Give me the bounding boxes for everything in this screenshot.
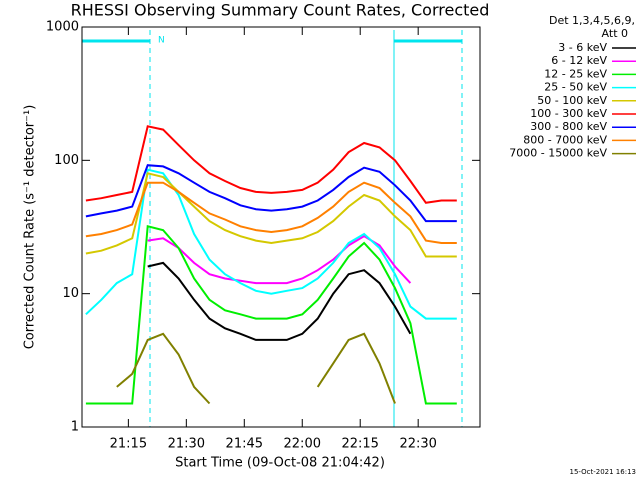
x-tick-label: 21:15 — [110, 437, 147, 452]
legend-label: 7000 - 15000 keV — [509, 147, 607, 160]
legend-label: 100 - 300 keV — [530, 107, 607, 120]
y-axis-label: Corrected Count Rate (s⁻¹ detector⁻¹) — [23, 105, 38, 350]
series-line — [147, 261, 412, 341]
annotation: N — [158, 36, 165, 46]
x-axis-label: Start Time (09-Oct-08 21:04:42) — [175, 456, 385, 471]
series-line — [85, 125, 457, 204]
attenuator: Att 0 — [602, 27, 628, 40]
legend-label: 6 - 12 keV — [551, 54, 607, 67]
chart-title: RHESSI Observing Summary Count Rates, Co… — [71, 1, 490, 20]
legend-label: 3 - 6 keV — [558, 41, 607, 54]
x-tick-label: 21:45 — [226, 437, 263, 452]
y-tick-label: 100 — [54, 153, 79, 168]
footer: 15-Oct-2021 16:13 — [570, 468, 636, 476]
series-line — [85, 168, 457, 320]
y-tick-label: 10 — [62, 286, 79, 301]
x-tick-label: 21:30 — [168, 437, 205, 452]
legend-label: 800 - 7000 keV — [523, 133, 607, 146]
plot-frame — [81, 26, 481, 428]
x-tick-label: 22:30 — [399, 437, 436, 452]
legend-label: 300 - 800 keV — [530, 120, 607, 133]
legend-label: 12 - 25 keV — [544, 67, 607, 80]
series-line — [116, 332, 211, 405]
x-tick-label: 22:15 — [341, 437, 378, 452]
detectors: Det 1,3,4,5,6,9, — [549, 14, 635, 27]
series-line — [85, 172, 457, 258]
legend-label: 50 - 100 keV — [537, 94, 607, 107]
series-line — [147, 235, 412, 285]
legend-label: 25 - 50 keV — [544, 81, 607, 94]
y-tick-label: 1000 — [46, 20, 79, 35]
series-line — [316, 332, 396, 404]
series-line — [85, 181, 457, 244]
series-line — [85, 164, 457, 223]
series-line — [85, 225, 457, 405]
state-bars — [82, 30, 463, 427]
x-tick-label: 22:00 — [284, 437, 321, 452]
y-tick-label: 1 — [71, 420, 79, 435]
